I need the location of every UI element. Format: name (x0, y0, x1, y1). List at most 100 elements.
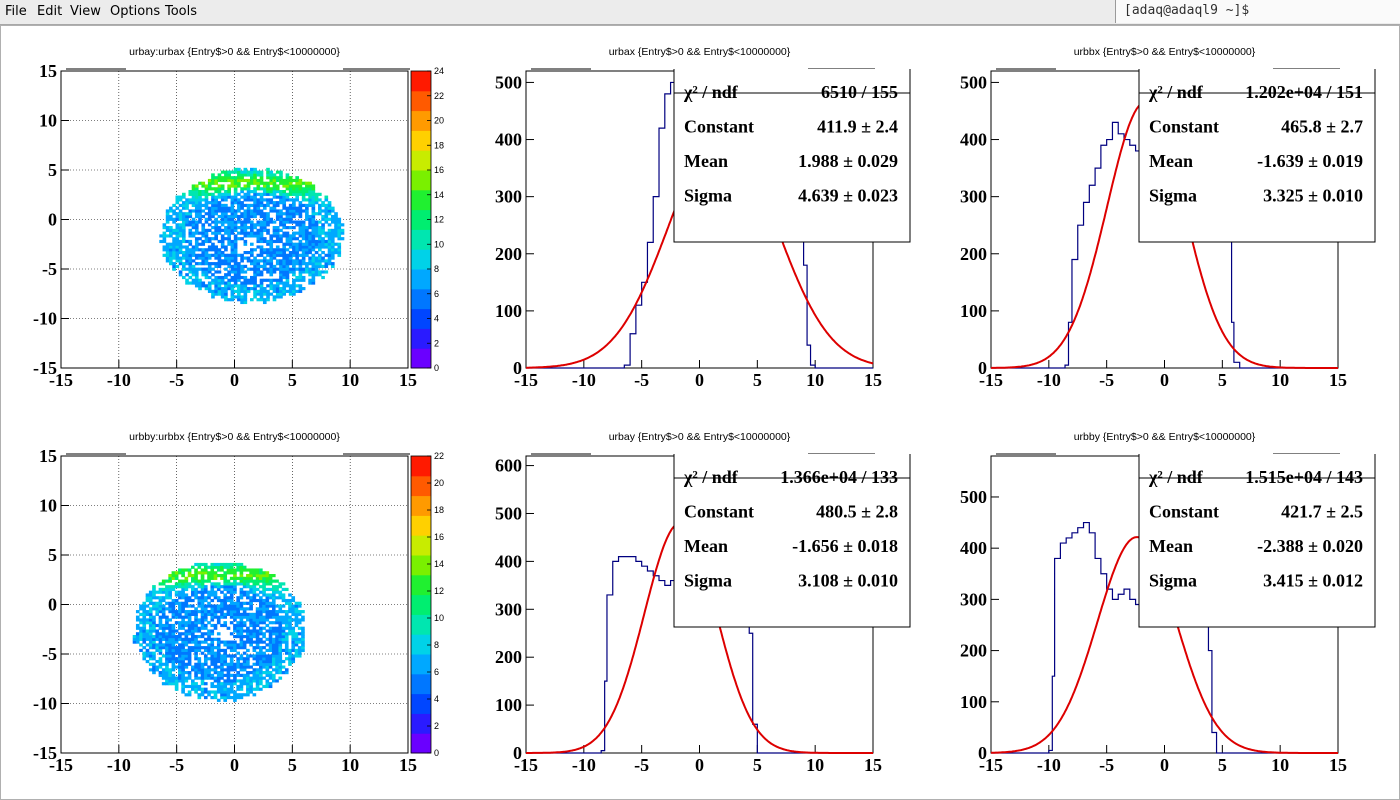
heatmap-cell (184, 579, 189, 583)
heatmap-cell (201, 198, 206, 202)
heatmap-cell (229, 668, 234, 672)
heatmap-cell (259, 248, 264, 252)
heatmap-cell (249, 281, 254, 285)
heatmap-cell (191, 226, 196, 230)
heatmap-cell (266, 289, 270, 293)
stats-value: 480.5 ± 2.8 (816, 502, 898, 522)
heatmap-cell (224, 198, 228, 202)
heatmap-cell (266, 250, 270, 255)
heatmap-cell (181, 574, 185, 578)
menu-edit[interactable]: Edit (37, 4, 63, 19)
heatmap-cell (297, 651, 302, 655)
heatmap-cell (259, 231, 264, 235)
stats-box-bg (1139, 454, 1375, 627)
heatmap-cell (188, 262, 193, 266)
heatmap-cell (301, 634, 305, 639)
heatmap-cell (269, 178, 274, 183)
heatmap-cell (256, 270, 261, 274)
heatmap-cell (216, 640, 221, 644)
heatmap-cell (237, 267, 241, 271)
heatmap-cell (226, 654, 231, 658)
heatmap-cell (271, 659, 276, 664)
heatmap-cell (191, 273, 196, 277)
heatmap-cell (229, 598, 234, 603)
heatmap-cell (184, 596, 189, 600)
heatmap-cell (295, 198, 299, 202)
heatmap-cell (203, 659, 208, 664)
heatmap-cell (242, 665, 247, 669)
heatmap-cell (161, 626, 166, 630)
heatmap-cell (237, 275, 241, 280)
heatmap-cell (284, 643, 289, 647)
heatmap-cell (308, 262, 312, 266)
stats-label: χ² / ndf (1148, 467, 1204, 487)
heatmap-cell (169, 262, 173, 266)
heatmap-cell (240, 284, 244, 288)
heatmap-cell (181, 673, 185, 677)
heatmap-cell (237, 292, 241, 296)
heatmap-cell (220, 690, 224, 694)
heatmap-cell (181, 201, 186, 205)
heatmap-cell (171, 637, 176, 641)
heatmap-cell (311, 239, 316, 244)
heatmap-cell (171, 629, 176, 633)
menu-options[interactable]: Options (110, 4, 161, 19)
heatmap-cell (249, 253, 254, 257)
heatmap-cell (330, 245, 335, 249)
heatmap-cell (269, 250, 274, 255)
heatmap-cell (229, 596, 234, 600)
heatmap-cell (240, 226, 244, 230)
heatmap-cell (204, 253, 209, 257)
heatmap-cell (233, 668, 237, 672)
heatmap-cell (295, 176, 299, 180)
heatmap-cell (308, 187, 312, 191)
heatmap-cell (165, 682, 169, 686)
heatmap-cell (185, 217, 189, 221)
heatmap-cell (275, 295, 280, 299)
heatmap-cell (230, 270, 235, 274)
heatmap-cell (155, 590, 160, 594)
heatmap-cell (181, 228, 186, 232)
x-tick-label: 5 (753, 755, 762, 775)
heatmap-cell (178, 651, 182, 655)
menu-file[interactable]: File (5, 4, 27, 19)
root-canvas[interactable]: urbay:urbax {Entry$>0 && Entry$<10000000… (0, 25, 1400, 800)
heatmap-cell (288, 289, 293, 293)
heatmap-cell (242, 576, 247, 580)
heatmap-cell (161, 615, 166, 619)
heatmap-cell (298, 212, 303, 216)
heatmap-cell (191, 217, 196, 221)
heatmap-cell (233, 585, 237, 589)
heatmap-cell (259, 170, 264, 174)
heatmap-cell (165, 217, 170, 221)
menu-view[interactable]: View (70, 4, 101, 19)
heatmap-cell (308, 220, 312, 224)
palette-swatch (411, 574, 431, 596)
heatmap-cell (237, 203, 241, 208)
heatmap-cell (207, 248, 212, 252)
heatmap-cell (237, 173, 241, 177)
heatmap-cell (165, 209, 170, 213)
heatmap-cell (262, 198, 267, 202)
heatmap-cell (262, 220, 267, 224)
heatmap-cell (282, 264, 287, 269)
terminal-window-fragment[interactable]: [adaq@adaql9 ~]$ (1115, 0, 1400, 23)
heatmap-cell (139, 607, 143, 611)
heatmap-cell (259, 270, 264, 274)
heatmap-cell (198, 267, 202, 271)
pad-title: urbby:urbbx {Entry$>0 && Entry$<10000000… (129, 431, 340, 443)
heatmap-cell (187, 684, 192, 689)
heatmap-cell (282, 192, 287, 196)
heatmap-cell (226, 587, 231, 592)
heatmap-cell (178, 212, 183, 216)
heatmap-cell (252, 618, 257, 622)
heatmap-cell (223, 615, 228, 619)
menu-tools[interactable]: Tools (165, 4, 198, 19)
heatmap-cell (165, 626, 169, 630)
palette-tick-label: 18 (434, 140, 444, 150)
heatmap-cell (191, 223, 196, 227)
heatmap-cell (229, 687, 234, 691)
heatmap-cell (327, 245, 332, 249)
heatmap-cell (240, 220, 244, 224)
heatmap-cell (220, 203, 225, 208)
